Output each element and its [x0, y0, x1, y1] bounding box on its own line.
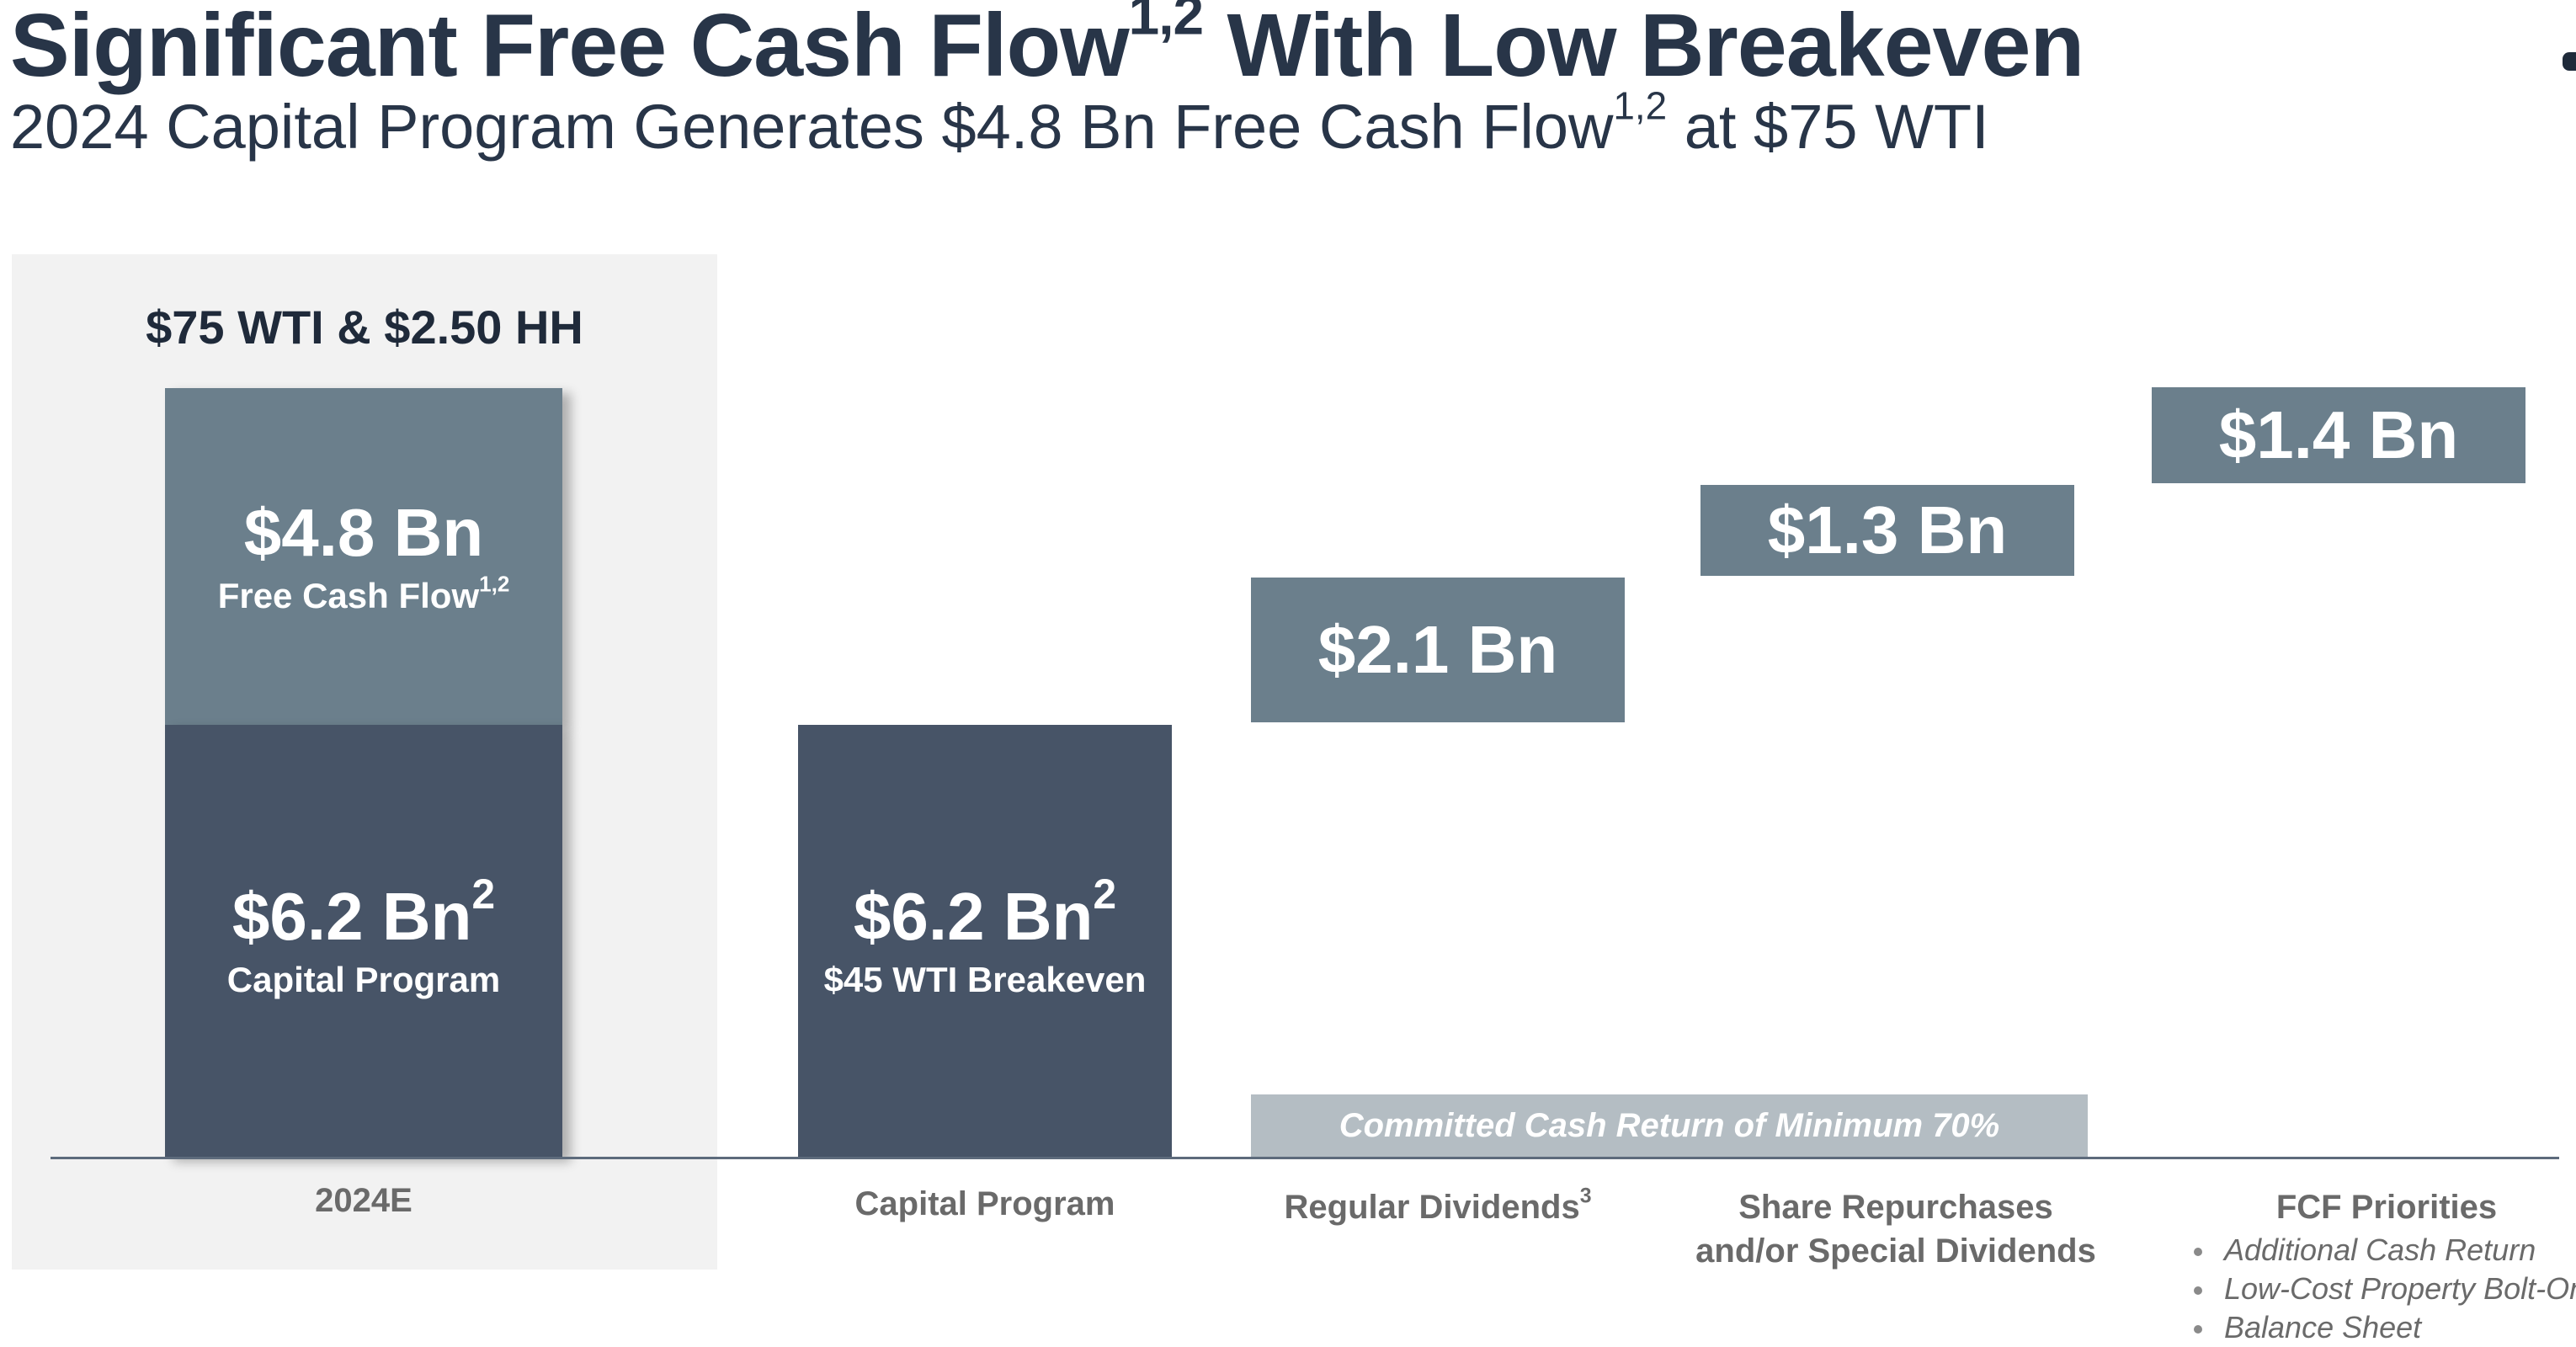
bar-value: $1.4 Bn [2218, 397, 2459, 472]
bar-label: Free Cash Flow1,2 [217, 572, 510, 617]
title-tail: With Low Breakeven [1203, 0, 2084, 95]
fcf-priorities-list: Additional Cash Return Low-Cost Property… [2194, 1231, 2576, 1347]
bar-capital-program: $6.2 Bn2 $45 WTI Breakeven [798, 725, 1172, 1157]
x-axis-baseline [51, 1157, 2559, 1159]
subtitle-text: 2024 Capital Program Generates $4.8 Bn F… [10, 92, 1614, 162]
subtitle-footnote: 1,2 [1613, 83, 1668, 128]
bar-label-text: Free Cash Flow [217, 575, 480, 615]
bar-free-cash-flow: $4.8 Bn Free Cash Flow1,2 [165, 388, 562, 725]
bar-label: $45 WTI Breakeven [823, 960, 1147, 1000]
bullet-icon [2194, 1248, 2202, 1257]
title-text: Significant Free Cash Flow [10, 0, 1130, 95]
bar-share-repurchases: $1.3 Bn [1700, 485, 2074, 576]
list-item: Low-Cost Property Bolt-Ons [2194, 1270, 2576, 1308]
bar-value-footnote: 2 [471, 870, 496, 918]
bar-value-footnote: 2 [1093, 870, 1117, 918]
corner-mark [2563, 52, 2576, 71]
x-label-line-2: and/or Special Dividends [1695, 1233, 2096, 1270]
bar-value: $2.1 Bn [1317, 612, 1558, 687]
bullet-icon [2194, 1325, 2202, 1334]
bar-fcf-priorities: $1.4 Bn [2152, 387, 2525, 483]
bar-capital-program-2024e: $6.2 Bn2 Capital Program [165, 725, 562, 1157]
x-label-fcf-priorities: FCF Priorities [2275, 1189, 2498, 1226]
x-label-footnote: 3 [1579, 1185, 1592, 1208]
x-label-text: Regular Dividends [1284, 1189, 1580, 1226]
committed-cash-return-band: Committed Cash Return of Minimum 70% [1251, 1094, 2088, 1157]
bar-regular-dividends: $2.1 Bn [1251, 578, 1625, 722]
x-label-line-1: Share Repurchases [1738, 1189, 2053, 1226]
scenario-heading: $75 WTI & $2.50 HH [146, 301, 583, 354]
page-title: Significant Free Cash Flow1,2 With Low B… [10, 0, 2084, 97]
bullet-icon [2194, 1286, 2202, 1296]
bar-value: $1.3 Bn [1767, 492, 2008, 567]
x-label-regular-dividends: Regular Dividends3 [1251, 1185, 1625, 1229]
x-label-capital-program: Capital Program [854, 1185, 1115, 1222]
list-item-text: Additional Cash Return [2224, 1233, 2536, 1267]
bar-label-footnote: 1,2 [479, 571, 510, 597]
page-subtitle: 2024 Capital Program Generates $4.8 Bn F… [10, 87, 1989, 162]
bar-value-text: $6.2 Bn [853, 879, 1094, 955]
list-item-text: Low-Cost Property Bolt-Ons [2224, 1271, 2576, 1306]
bar-label: Capital Program [226, 960, 501, 1000]
list-item-text: Balance Sheet [2224, 1310, 2422, 1344]
list-item: Additional Cash Return [2194, 1231, 2576, 1270]
bar-value: $6.2 Bn2 [853, 873, 1116, 955]
bar-value-text: $6.2 Bn [232, 879, 472, 955]
subtitle-tail: at $75 WTI [1667, 92, 1989, 162]
x-label-share-repurchases: Share Repurchases and/or Special Dividen… [1675, 1185, 2116, 1273]
bar-value: $6.2 Bn2 [232, 873, 495, 955]
title-footnote: 1,2 [1128, 0, 1204, 46]
bar-value: $4.8 Bn [243, 494, 484, 570]
list-item: Balance Sheet [2194, 1308, 2576, 1347]
x-label-2024e: 2024E [315, 1182, 412, 1219]
